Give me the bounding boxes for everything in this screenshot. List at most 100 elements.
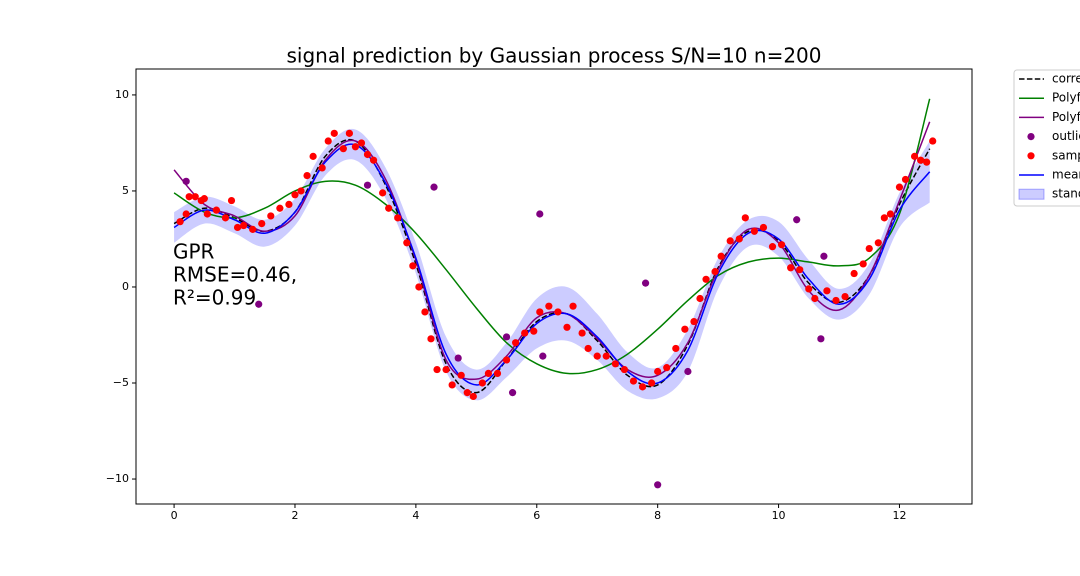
point xyxy=(330,129,338,137)
point xyxy=(654,481,662,489)
point xyxy=(539,352,547,360)
point xyxy=(554,308,562,316)
legend-box xyxy=(1013,69,1080,207)
plot-area: 0 2 4 6 8 10 12 −10 −5 0 5 10 xyxy=(106,68,973,522)
point xyxy=(536,308,544,316)
point xyxy=(176,218,184,226)
point xyxy=(832,296,840,305)
point xyxy=(690,317,698,326)
point xyxy=(681,325,689,333)
point xyxy=(297,187,305,195)
point xyxy=(536,210,544,218)
x-tick-label: 8 xyxy=(654,509,661,522)
point xyxy=(820,252,828,260)
point xyxy=(394,214,402,222)
point xyxy=(859,260,867,268)
point xyxy=(469,392,477,401)
legend-label: stand xyxy=(1052,187,1080,201)
point xyxy=(569,302,577,310)
point xyxy=(850,269,858,278)
legend-label: Polyf xyxy=(1052,110,1080,124)
point xyxy=(478,379,486,387)
legend-label: corre xyxy=(1052,72,1080,86)
point xyxy=(684,367,692,376)
legend-swatch xyxy=(1027,152,1035,160)
point xyxy=(865,244,873,253)
point xyxy=(430,183,438,191)
point xyxy=(448,381,456,389)
point xyxy=(457,371,465,379)
point xyxy=(502,356,511,364)
legend-label: mean xyxy=(1052,168,1080,182)
point xyxy=(910,152,919,160)
point xyxy=(648,379,656,387)
legend-swatch xyxy=(1027,133,1035,141)
y-tick-label: 0 xyxy=(122,280,129,293)
point xyxy=(638,383,647,391)
point xyxy=(351,143,360,151)
x-tick-label: 0 xyxy=(171,509,178,522)
point xyxy=(239,221,248,230)
x-tick-label: 6 xyxy=(533,509,540,522)
point xyxy=(502,333,511,341)
y-tick-label: −5 xyxy=(113,376,129,389)
point xyxy=(369,156,378,164)
point xyxy=(787,264,795,272)
point xyxy=(267,212,275,220)
point xyxy=(227,196,236,205)
point xyxy=(345,129,353,137)
point xyxy=(285,200,293,208)
x-tick-label: 4 xyxy=(412,509,419,522)
x-tick-label: 10 xyxy=(772,509,786,522)
y-tick-label: −10 xyxy=(106,472,129,485)
point xyxy=(741,214,749,222)
legend-label: samp xyxy=(1052,148,1080,162)
point xyxy=(841,292,849,301)
point xyxy=(409,262,417,270)
point xyxy=(357,139,366,147)
point xyxy=(917,156,925,164)
point xyxy=(212,206,220,214)
annotation: R²=0.99 xyxy=(173,286,256,310)
line xyxy=(173,143,931,386)
point xyxy=(249,225,257,233)
legend-label: outlie xyxy=(1052,129,1080,143)
point xyxy=(901,175,910,184)
point xyxy=(886,210,894,218)
point xyxy=(191,193,199,201)
legend: corre Polyf Polyf outlie samp mean stand xyxy=(1013,69,1080,207)
point xyxy=(759,223,768,232)
legend-label: Polyf xyxy=(1052,91,1080,105)
point xyxy=(735,235,743,243)
point xyxy=(929,137,937,145)
point xyxy=(508,389,517,397)
point xyxy=(433,365,441,374)
point xyxy=(593,352,601,360)
point xyxy=(182,177,190,185)
point xyxy=(203,210,211,218)
point xyxy=(696,294,704,303)
point xyxy=(339,145,347,153)
annotation: RMSE=0.46, xyxy=(173,263,297,287)
point xyxy=(578,329,586,337)
point xyxy=(233,223,242,232)
y-tick-label: 5 xyxy=(122,184,129,197)
point xyxy=(672,344,680,353)
point xyxy=(255,300,263,308)
point xyxy=(895,183,904,191)
point xyxy=(221,214,230,222)
point xyxy=(493,369,502,378)
point xyxy=(768,243,777,251)
point xyxy=(385,204,393,212)
point xyxy=(880,214,888,222)
point xyxy=(182,210,190,218)
x-tick-label: 2 xyxy=(291,509,298,522)
point xyxy=(324,137,332,145)
point xyxy=(874,239,882,247)
point xyxy=(793,216,801,224)
point xyxy=(563,323,571,331)
point xyxy=(185,193,193,201)
point xyxy=(823,287,831,295)
point xyxy=(303,171,311,180)
